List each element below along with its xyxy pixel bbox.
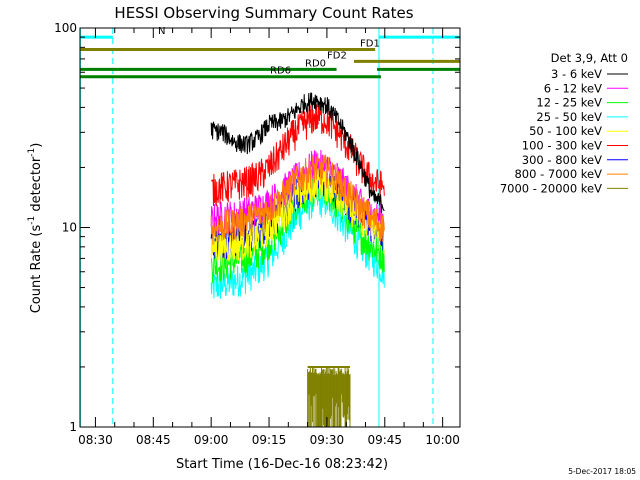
y-tick-label: 100 bbox=[54, 21, 77, 35]
legend-entry-label: 7000 - 20000 keV bbox=[500, 181, 602, 195]
legend-entry-label: 50 - 100 keV bbox=[529, 124, 602, 138]
chart-title: HESSI Observing Summary Count Rates bbox=[114, 4, 413, 22]
y-axis: 1 10 100 bbox=[54, 21, 460, 434]
y-axis-label-main: Count Rate (s bbox=[29, 225, 44, 314]
x-tick-label: 09:45 bbox=[367, 433, 402, 447]
x-tick-label: 09:30 bbox=[310, 433, 345, 447]
series-line bbox=[210, 92, 385, 214]
flag-label-n: N bbox=[158, 26, 165, 37]
x-axis: 08:30 08:45 09:00 09:15 09:30 09:45 10:00 bbox=[78, 28, 460, 447]
x-axis-label: Start Time (16-Dec-16 08:23:42) bbox=[176, 457, 388, 472]
series-group bbox=[210, 92, 385, 427]
legend-entry-label: 25 - 50 keV bbox=[536, 110, 602, 124]
y-axis-label: Count Rate (s-1 detector-1) bbox=[27, 143, 44, 314]
timestamp: 5-Dec-2017 18:05 bbox=[568, 467, 636, 476]
legend-title: Det 3,9, Att 0 bbox=[551, 51, 628, 65]
legend-entry-label: 800 - 7000 keV bbox=[514, 167, 602, 181]
y-tick-label: 10 bbox=[62, 221, 77, 235]
legend-entry-label: 300 - 800 keV bbox=[522, 153, 602, 167]
x-tick-label: 08:30 bbox=[78, 433, 113, 447]
series-line bbox=[210, 102, 385, 207]
flag-label-fd1: FD1 bbox=[360, 39, 380, 50]
y-axis-label-mid: detector bbox=[29, 156, 44, 216]
flag-label-rd0: RD0 bbox=[305, 58, 326, 69]
legend-entry-label: 12 - 25 keV bbox=[536, 96, 602, 110]
legend-entry-label: 6 - 12 keV bbox=[544, 81, 602, 95]
flag-label-rd6: RD6 bbox=[270, 66, 291, 77]
series-line bbox=[210, 152, 385, 246]
y-axis-label-sup1: -1 bbox=[27, 216, 37, 225]
legend-entry-label: 100 - 300 keV bbox=[522, 139, 602, 153]
y-axis-label-sup2: -1 bbox=[27, 148, 37, 157]
x-tick-label: 09:15 bbox=[252, 433, 287, 447]
y-axis-label-end: ) bbox=[29, 143, 44, 148]
x-tick-label: 08:45 bbox=[136, 433, 171, 447]
x-tick-label: 09:00 bbox=[194, 433, 229, 447]
legend-entry-label: 3 - 6 keV bbox=[551, 67, 602, 81]
x-tick-label: 10:00 bbox=[425, 433, 460, 447]
flag-label-fd2: FD2 bbox=[327, 50, 347, 61]
y-tick-label: 1 bbox=[69, 420, 77, 434]
series-line bbox=[210, 168, 385, 266]
series-line bbox=[210, 183, 385, 299]
